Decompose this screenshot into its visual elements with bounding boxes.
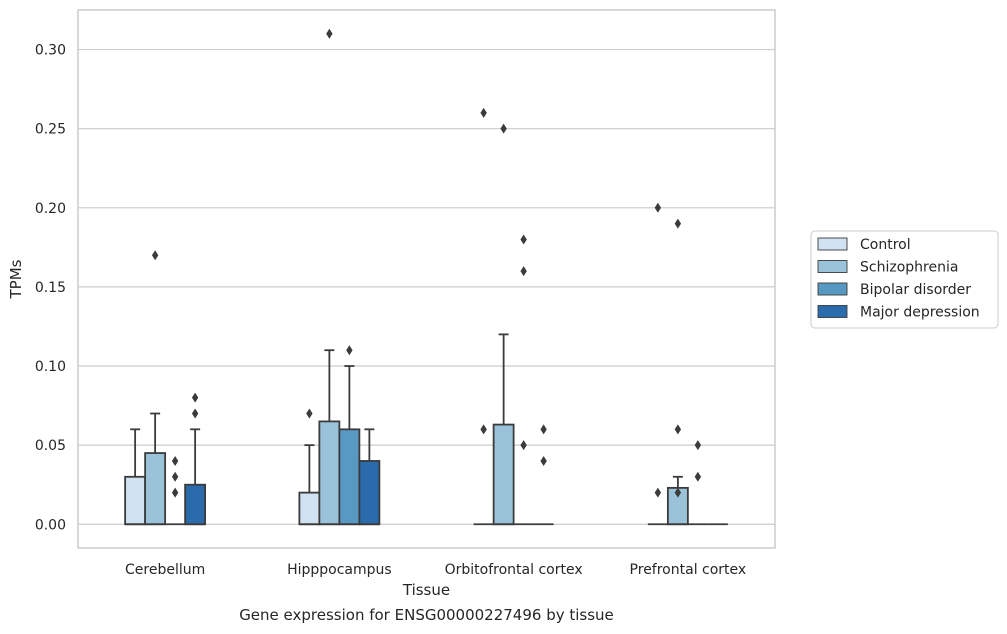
legend-swatch — [817, 282, 848, 296]
y-tick-labels: 0.00 0.05 0.10 0.15 0.20 0.25 0.30 — [35, 43, 66, 534]
box-major-depression — [358, 428, 381, 526]
legend-swatch — [817, 305, 848, 318]
box-body — [144, 452, 167, 526]
outlier-point — [171, 487, 179, 498]
y-tick-label: 0.10 — [35, 359, 66, 375]
y-tick-label: 0.30 — [35, 43, 66, 59]
box-body — [298, 491, 321, 526]
y-tick-label: 0.25 — [35, 122, 66, 138]
boxes — [124, 28, 728, 526]
box-bipolar-disorder — [165, 455, 186, 526]
box-schizophrenia — [666, 218, 689, 526]
box-bipolar-disorder — [687, 440, 708, 526]
plot-background — [78, 10, 775, 548]
outlier-point — [694, 471, 702, 482]
outlier-point — [191, 392, 199, 403]
box-control — [298, 408, 321, 526]
plot-frame — [77, 9, 776, 549]
x-axis-label: Tissue — [402, 581, 450, 599]
y-tick-label: 0.15 — [35, 280, 66, 296]
x-tick-label: Prefrontal cortex — [630, 562, 747, 578]
box-schizophrenia — [144, 250, 167, 526]
x-tick-labels: Cerebellum Hipppocampus Orbitofrontal cort… — [125, 562, 746, 578]
outlier-point — [694, 440, 702, 451]
box-major-depression — [533, 424, 554, 526]
outlier-point — [191, 408, 199, 419]
y-tick-label: 0.20 — [35, 201, 66, 217]
outlier-point — [674, 218, 682, 229]
outlier-point — [346, 345, 353, 356]
outlier-point — [171, 455, 179, 466]
box-schizophrenia — [318, 28, 341, 526]
box-plot-chart: 0.00 0.05 0.10 0.15 0.20 0.25 0.30 Cerebellum H… — [7, 9, 999, 599]
outlier-point — [480, 424, 487, 435]
outlier-point — [171, 471, 179, 482]
legend-label: Control — [860, 237, 911, 253]
grid-lines — [78, 48, 775, 525]
outlier-point — [540, 424, 547, 435]
legend-items: Control Schizophrenia Bipolar disorder Majo… — [817, 237, 980, 321]
legend-swatch — [817, 260, 848, 273]
outlier-point — [326, 28, 333, 39]
box-control — [647, 202, 668, 526]
outlier-point — [151, 250, 159, 261]
outlier-point — [520, 266, 527, 277]
box-body — [184, 483, 207, 526]
legend-label: Schizophrenia — [860, 260, 958, 276]
figure-caption: Gene expression for ENSG00000227496 by t… — [239, 606, 614, 624]
box-body — [124, 475, 147, 526]
legend-label: Major depression — [860, 305, 980, 321]
box-body — [318, 420, 341, 526]
legend-frame — [810, 230, 999, 329]
outlier-point — [520, 440, 527, 451]
box-body — [358, 460, 381, 526]
x-tick-label: Cerebellum — [125, 562, 205, 578]
box-body — [338, 428, 361, 526]
x-tick-label: Orbitofrontal cortex — [445, 562, 583, 578]
legend: Control Schizophrenia Bipolar disorder Majo… — [810, 230, 999, 329]
legend-swatch — [817, 237, 848, 251]
outlier-point — [500, 123, 507, 134]
box-control — [473, 107, 494, 526]
box-major-depression — [184, 392, 207, 526]
legend-label: Bipolar disorder — [860, 282, 971, 298]
box-schizophrenia — [492, 123, 515, 526]
y-axis-label: TPMs — [7, 259, 25, 299]
outlier-point — [480, 107, 487, 118]
outlier-point — [654, 487, 662, 498]
outlier-point — [654, 202, 662, 213]
outlier-point — [674, 487, 682, 498]
y-tick-label: 0.00 — [35, 517, 66, 533]
y-tick-label: 0.05 — [35, 438, 66, 454]
box-bipolar-disorder — [513, 234, 534, 526]
outlier-point — [540, 455, 547, 466]
outlier-point — [674, 424, 682, 435]
x-tick-label: Hipppocampus — [287, 562, 392, 578]
outlier-point — [306, 408, 313, 419]
box-body — [492, 423, 515, 526]
outlier-point — [520, 234, 527, 245]
